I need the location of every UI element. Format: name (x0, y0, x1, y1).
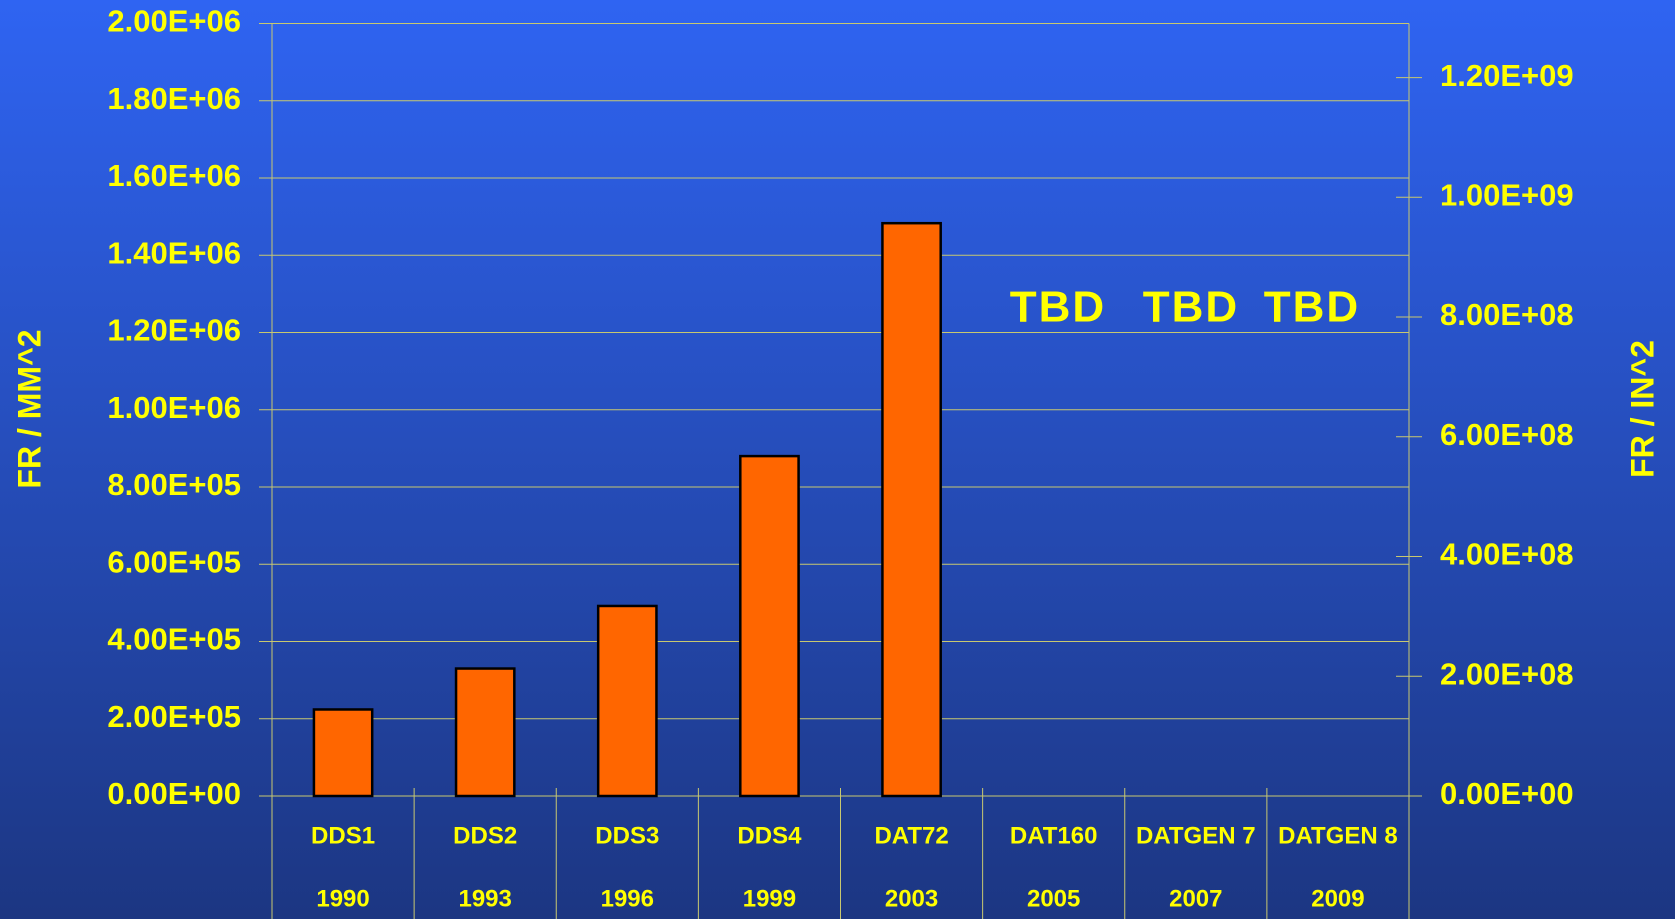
x-tick-label: DATGEN 7 (1136, 822, 1256, 849)
y-tick-label: 2.00E+06 (107, 4, 241, 39)
annotation: TBD (1143, 283, 1239, 332)
y2-axis-title: FR / IN^2 (1624, 340, 1660, 478)
x-tick-year: 1999 (743, 885, 796, 912)
x-tick-year: 2009 (1311, 885, 1364, 912)
y-tick-label: 1.20E+06 (107, 313, 241, 348)
y-tick-label: 2.00E+05 (107, 699, 241, 734)
annotation: TBD (1010, 283, 1106, 332)
x-tick-label: DDS4 (737, 822, 802, 849)
x-tick-label: DDS3 (595, 822, 659, 849)
y2-tick-label: 2.00E+08 (1440, 656, 1574, 691)
y-axis-title: FR / MM^2 (11, 329, 47, 488)
bar (739, 454, 800, 798)
x-tick-year: 2005 (1027, 885, 1080, 912)
x-tick-year: 2007 (1169, 885, 1222, 912)
bar (596, 604, 658, 798)
y-tick-label: 8.00E+05 (107, 467, 241, 502)
y-tick-label: 1.60E+06 (107, 158, 241, 193)
x-tick-label: DAT160 (1010, 822, 1098, 849)
y-tick-label: 1.40E+06 (107, 235, 241, 270)
x-tick-year: 1993 (458, 885, 511, 912)
y2-tick-label: 8.00E+08 (1440, 297, 1574, 332)
y-tick-label: 6.00E+05 (107, 544, 241, 579)
x-tick-label: DATGEN 8 (1278, 822, 1398, 849)
bar (881, 221, 942, 798)
x-tick-label: DDS1 (311, 822, 375, 849)
y-tick-label: 4.00E+05 (107, 622, 241, 657)
y-tick-label: 1.80E+06 (107, 81, 241, 116)
y2-tick-label: 0.00E+00 (1440, 776, 1574, 811)
y2-tick-label: 4.00E+08 (1440, 537, 1574, 572)
x-tick-label: DDS2 (453, 822, 517, 849)
x-tick-year: 1996 (601, 885, 654, 912)
x-tick-year: 1990 (316, 885, 369, 912)
y2-tick-label: 1.00E+09 (1440, 177, 1574, 212)
y-tick-label: 1.00E+06 (107, 390, 241, 425)
y-tick-label: 0.00E+00 (107, 776, 241, 811)
x-tick-label: DAT72 (874, 822, 948, 849)
annotation: TBD (1264, 283, 1360, 332)
x-tick-year: 2003 (885, 885, 938, 912)
y2-tick-label: 6.00E+08 (1440, 417, 1574, 452)
bar (312, 708, 374, 798)
y2-tick-label: 1.20E+09 (1440, 58, 1574, 93)
bar (454, 667, 516, 798)
